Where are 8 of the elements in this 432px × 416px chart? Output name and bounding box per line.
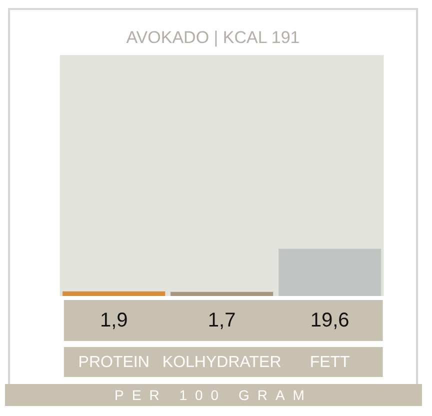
data-label: 1,9 (100, 310, 128, 332)
data-label: 19,6 (310, 310, 350, 332)
data-label: 1,7 (208, 310, 236, 332)
x-tick-label: KOLHYDRATER (162, 354, 282, 372)
text: PER 100 GRAM (5, 384, 422, 406)
x-tick-label: FETT (310, 354, 350, 372)
chart-title: AVOKADO | KCAL 191 (125, 28, 301, 48)
x-tick-label: PROTEIN (78, 354, 150, 372)
